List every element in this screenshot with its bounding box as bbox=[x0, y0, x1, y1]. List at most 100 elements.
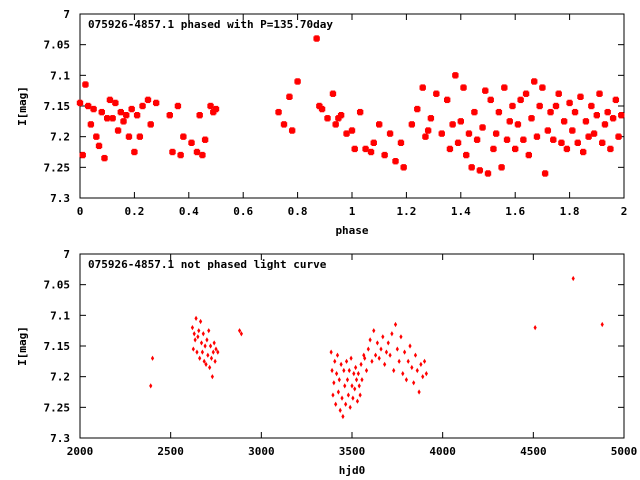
data-point bbox=[547, 108, 554, 116]
data-point bbox=[209, 355, 214, 361]
x-tick-label: 0.6 bbox=[233, 205, 253, 218]
y-tick-label: 7.3 bbox=[50, 432, 70, 445]
data-points bbox=[76, 35, 625, 177]
data-point bbox=[419, 361, 423, 367]
data-point bbox=[438, 130, 445, 137]
data-point bbox=[460, 84, 467, 91]
data-point bbox=[514, 121, 522, 128]
data-point bbox=[539, 84, 546, 91]
data-point bbox=[487, 96, 494, 104]
x-tick-label: 3000 bbox=[248, 445, 275, 458]
data-point bbox=[353, 386, 357, 392]
data-point bbox=[381, 334, 385, 340]
data-point bbox=[588, 102, 595, 110]
data-point bbox=[331, 392, 335, 398]
y-axis-ticks: 7 7.05 7.1 7.15 7.2 7.25 7.3 bbox=[44, 8, 624, 205]
data-point bbox=[334, 371, 339, 377]
data-point bbox=[397, 358, 401, 364]
data-point bbox=[528, 115, 535, 122]
x-tick-label: 1.8 bbox=[560, 205, 580, 218]
data-point bbox=[509, 102, 516, 110]
data-point bbox=[392, 158, 399, 165]
data-point bbox=[144, 96, 152, 104]
x-tick-label: 1.6 bbox=[505, 205, 525, 218]
data-point bbox=[544, 127, 552, 134]
y-tick-label: 7.05 bbox=[44, 39, 71, 52]
data-point bbox=[541, 170, 549, 177]
data-point bbox=[422, 358, 427, 364]
x-tick-label: 3500 bbox=[339, 445, 366, 458]
y-tick-label: 7.25 bbox=[44, 161, 71, 174]
data-point bbox=[408, 343, 412, 349]
data-point bbox=[330, 367, 334, 374]
data-point bbox=[336, 389, 340, 395]
data-point bbox=[177, 151, 184, 159]
data-point bbox=[87, 121, 95, 128]
data-point bbox=[210, 108, 217, 116]
data-point bbox=[552, 102, 560, 110]
data-point bbox=[348, 127, 356, 134]
data-point bbox=[383, 361, 387, 367]
data-point bbox=[139, 102, 146, 110]
data-point bbox=[484, 170, 492, 177]
unphased-light-curve-panel: 7 7.05 7.1 7.15 7.2 7.25 7.3 2000 2500 3000 3500 4… bbox=[16, 248, 637, 477]
data-point bbox=[372, 328, 376, 334]
data-point bbox=[373, 352, 378, 358]
data-point bbox=[188, 139, 195, 146]
data-point bbox=[585, 133, 592, 140]
data-point bbox=[354, 377, 359, 383]
data-point bbox=[332, 380, 336, 386]
data-point bbox=[366, 346, 370, 352]
x-tick-label: 1 bbox=[349, 205, 356, 218]
data-point bbox=[106, 96, 114, 104]
data-point bbox=[512, 145, 519, 153]
data-point bbox=[360, 377, 364, 383]
data-point bbox=[454, 139, 462, 146]
x-tick-label: 0.4 bbox=[179, 205, 199, 218]
data-point bbox=[388, 352, 392, 358]
x-tick-label: 2500 bbox=[157, 445, 184, 458]
data-point bbox=[406, 358, 410, 364]
data-point bbox=[555, 90, 562, 97]
data-point bbox=[558, 139, 565, 146]
data-point bbox=[207, 328, 211, 334]
data-point bbox=[335, 352, 340, 358]
data-point bbox=[316, 102, 323, 110]
data-point bbox=[482, 87, 489, 94]
data-point bbox=[375, 340, 379, 346]
data-point bbox=[174, 102, 182, 110]
data-point bbox=[341, 413, 345, 420]
data-point bbox=[560, 118, 568, 125]
y-tick-label: 7.3 bbox=[50, 192, 70, 205]
data-point bbox=[332, 121, 339, 128]
data-point bbox=[410, 364, 414, 371]
data-point bbox=[444, 96, 451, 104]
data-point bbox=[345, 377, 350, 383]
data-point bbox=[550, 136, 557, 143]
data-point bbox=[351, 395, 355, 401]
data-point bbox=[412, 380, 416, 386]
data-point bbox=[318, 105, 326, 113]
data-point bbox=[213, 358, 217, 364]
data-point bbox=[379, 346, 383, 352]
data-point bbox=[343, 383, 347, 389]
data-point bbox=[128, 105, 135, 113]
plot-frame bbox=[79, 253, 625, 439]
data-point bbox=[531, 78, 538, 85]
data-point bbox=[463, 151, 470, 159]
data-point bbox=[569, 127, 576, 134]
data-point bbox=[239, 331, 243, 337]
data-point bbox=[473, 136, 481, 143]
data-point bbox=[427, 115, 435, 122]
data-point bbox=[337, 112, 345, 119]
x-tick-label: 4500 bbox=[520, 445, 547, 458]
data-point bbox=[344, 358, 349, 364]
x-tick-label: 5000 bbox=[611, 445, 638, 458]
chart-title: 075926-4857.1 not phased light curve bbox=[88, 258, 327, 271]
data-point bbox=[329, 349, 333, 355]
data-point bbox=[333, 358, 337, 364]
data-point bbox=[343, 130, 350, 137]
data-point bbox=[101, 154, 108, 162]
data-point bbox=[199, 151, 206, 159]
data-point bbox=[607, 145, 614, 153]
